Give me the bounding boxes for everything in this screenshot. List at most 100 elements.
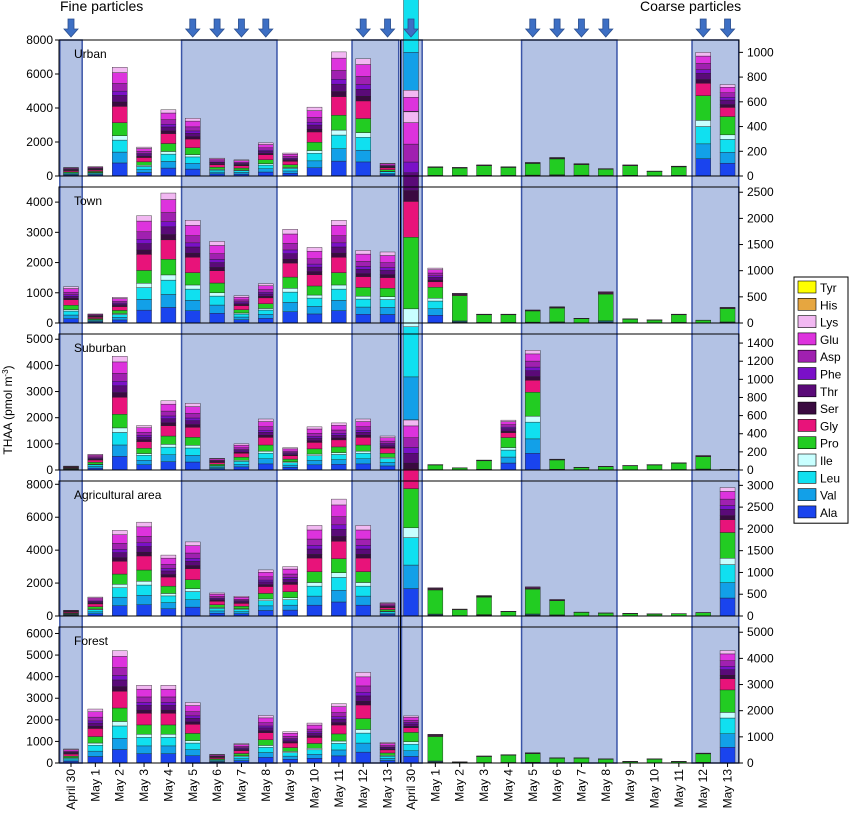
bar-segment-pro — [136, 161, 152, 166]
bar-segment-asp — [306, 538, 323, 546]
right-y-tick-label: 2000 — [747, 211, 774, 225]
bar-segment-thr — [233, 302, 250, 305]
bar-segment-glu — [111, 72, 128, 84]
bar-segment-glu — [209, 158, 225, 162]
bar-segment-ala — [719, 747, 736, 764]
bar-segment-glu — [427, 587, 444, 589]
bar-segment-glu — [258, 421, 274, 427]
x-tick-label: May 12 — [356, 769, 370, 809]
bar-segment-gly — [136, 157, 152, 163]
bar-segment-ser — [331, 536, 347, 542]
bar-segment-thr — [427, 277, 444, 281]
bar-segment-ile — [258, 745, 274, 748]
bar-segment-leu — [355, 137, 371, 151]
bar-segment-asp — [233, 299, 250, 302]
bar-segment-glu — [185, 406, 201, 414]
bar-segment-asp — [136, 536, 152, 544]
right-y-tick-label: 500 — [747, 587, 767, 601]
bar-segment-leu — [258, 452, 274, 459]
bar-segment-asp — [233, 447, 250, 450]
bar-segment-lys — [185, 541, 201, 546]
bar-segment-pro — [452, 295, 468, 322]
bar-segment-lys — [695, 52, 711, 57]
bar-segment-val — [331, 459, 347, 465]
bar-segment-pro — [500, 611, 517, 616]
bar-segment-gly — [160, 713, 177, 726]
bar-segment-glu — [258, 717, 274, 723]
bar-segment-pro — [87, 736, 104, 744]
legend-swatch — [797, 419, 817, 432]
left-y-tick-label: 6000 — [26, 510, 53, 524]
bar-segment-ala — [500, 462, 517, 471]
bar-segment-ser — [331, 91, 347, 97]
bar-segment-thr — [258, 151, 274, 154]
bar-segment-ala — [379, 465, 396, 471]
bar-segment-ser — [306, 440, 323, 443]
bar-segment-ile — [136, 283, 152, 288]
legend-swatch — [797, 505, 817, 519]
bar-segment-ala — [331, 310, 347, 324]
right-y-tick-label: 5000 — [747, 625, 774, 639]
bar-segment-ala — [306, 313, 323, 324]
bar-segment-pro — [185, 437, 201, 446]
bar-segment-pro — [525, 588, 541, 615]
bar-segment-ala — [258, 318, 274, 324]
bar-segment-leu — [282, 168, 298, 172]
collection-arrows — [63, 18, 736, 38]
left-y-tick-label: 8000 — [26, 33, 53, 47]
bar-segment-pro — [476, 596, 492, 615]
bar-segment-phe — [403, 161, 419, 173]
bar-segment-pro — [695, 612, 711, 616]
arrow-down-icon — [549, 18, 565, 38]
bar-segment-leu — [209, 608, 225, 612]
bar-segment-val — [233, 172, 250, 175]
bar-segment-ala — [355, 314, 371, 324]
bar-segment-leu — [403, 537, 419, 566]
bar-segment-asp — [233, 599, 250, 601]
bar-segment-val — [87, 466, 104, 469]
bar-segment-ala — [160, 753, 177, 764]
bar-segment-ala — [403, 756, 419, 764]
bar-segment-asp — [233, 746, 250, 749]
bar-segment-gly — [525, 380, 541, 393]
bar-segment-asp — [160, 119, 177, 125]
bar-segment-ser — [306, 271, 323, 275]
x-tick-label: May 6 — [210, 769, 224, 802]
left-y-tick-label: 3000 — [26, 691, 53, 705]
bar-segment-pro — [233, 606, 250, 609]
bar-segment-lys — [403, 419, 419, 427]
bar-segment-leu — [258, 309, 274, 315]
bar-segment-leu — [111, 139, 128, 153]
bar-segment-leu — [160, 595, 177, 603]
bar-segment-pro — [695, 95, 711, 121]
bar-segment-leu — [306, 153, 323, 162]
bar-segment-pro — [695, 456, 711, 470]
bar-segment-ala — [185, 310, 201, 324]
bar-segment-ile — [403, 741, 419, 745]
bar-segment-thr — [209, 598, 225, 601]
bar-segment-asp — [136, 696, 152, 703]
bar-segment-leu — [136, 737, 152, 747]
bar-segment-lys — [282, 229, 298, 235]
legend-box — [793, 276, 849, 524]
panel-frame — [58, 626, 740, 764]
arrow-down-icon — [597, 18, 614, 38]
bar-segment-val — [355, 742, 371, 753]
bar-segment-pro — [160, 724, 177, 735]
bar-segment-pro — [598, 612, 614, 616]
bar-segment-pro — [695, 753, 711, 763]
bar-segment-gly — [379, 277, 396, 289]
bar-segment-val — [185, 455, 201, 463]
bar-segment-val — [111, 151, 128, 164]
bar-segment-glu — [403, 717, 419, 721]
bar-segment-pro — [573, 467, 590, 471]
legend-swatch — [797, 488, 817, 501]
bar-segment-lys — [233, 596, 250, 598]
bar-segment-pro — [306, 142, 323, 151]
bar-segment-gly — [233, 305, 250, 310]
right-y-tick-label: 2500 — [747, 185, 774, 199]
right-y-tick-label: 600 — [747, 95, 767, 109]
bar-segment-phe — [185, 417, 201, 421]
bar-segment-lys — [160, 400, 177, 405]
bar-segment-phe — [331, 716, 347, 720]
